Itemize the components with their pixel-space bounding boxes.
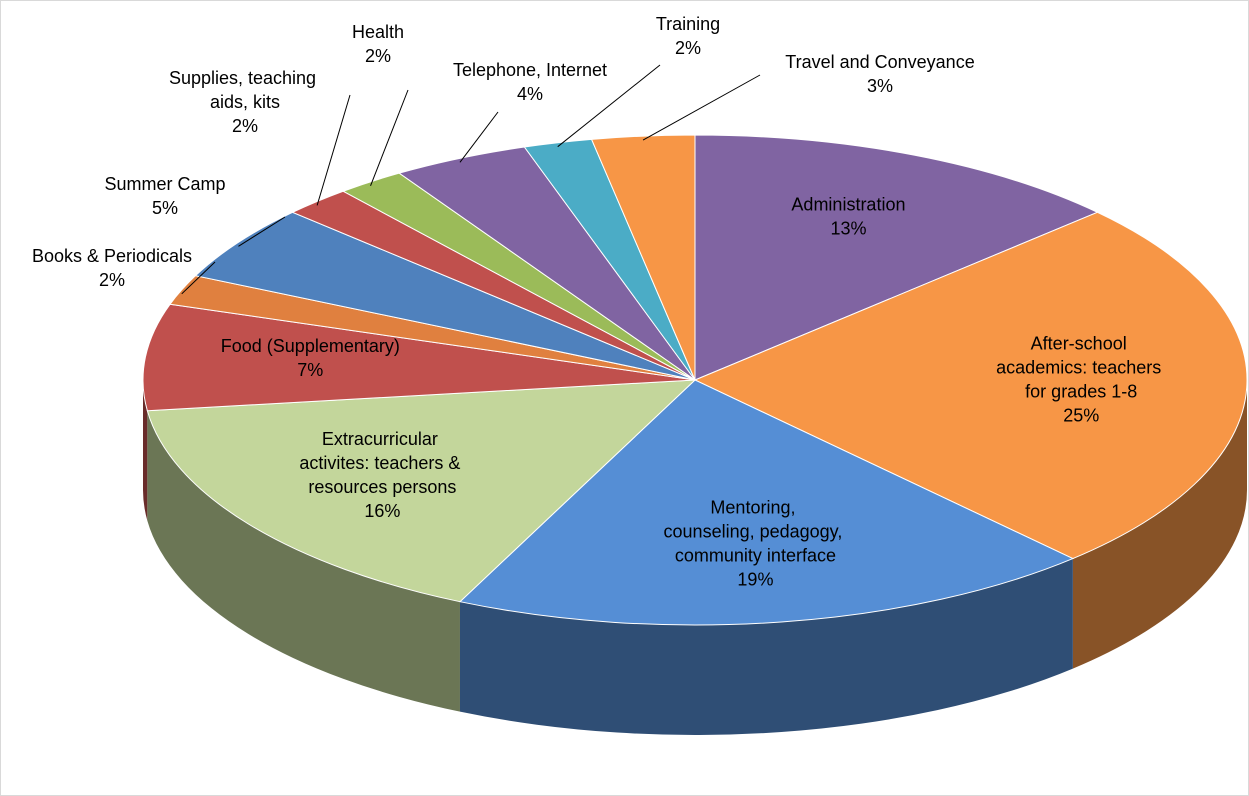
slice: [693, 211, 1248, 560]
slice: [458, 379, 1075, 626]
slice-label: Food (Supplementary): [221, 336, 400, 356]
leader-line: [181, 261, 216, 295]
label-line: Administration: [791, 195, 905, 215]
leader-line: [459, 111, 499, 163]
slice-label: Administration: [791, 195, 905, 215]
value-label: 16%: [364, 501, 400, 521]
label-line: resources persons: [308, 477, 456, 497]
label-line: Extracurricular: [322, 429, 443, 449]
label-line: for grades 1-8: [1025, 381, 1137, 401]
label-line: Travel and Conveyance: [785, 52, 974, 72]
value-label: 7%: [297, 360, 323, 380]
leader-line: [370, 89, 409, 186]
value-label: 4%: [517, 84, 543, 104]
slice-label: Training: [656, 14, 720, 34]
value-label: 2%: [99, 270, 125, 290]
label-line: activites: teachers &: [299, 453, 465, 473]
slice-label: Supplies, teaching aids, kits: [169, 68, 321, 112]
label-line: Supplies, teaching: [169, 68, 321, 88]
label-line: aids, kits: [210, 92, 280, 112]
slice-label: Telephone, Internet: [453, 60, 607, 80]
slice-label: Summer Camp: [104, 174, 225, 194]
value-label: 3%: [867, 76, 893, 96]
slice-side: [1072, 380, 1247, 669]
slice-label: Travel and Conveyance: [785, 52, 974, 72]
slice-label: Health: [352, 22, 404, 42]
slice-side: [143, 380, 148, 521]
label-line: Summer Camp: [104, 174, 225, 194]
slice-label: After-school academics: teachers for gra…: [996, 333, 1166, 401]
slice: [590, 134, 696, 381]
leader-line: [238, 216, 286, 247]
leader-line: [557, 64, 661, 148]
label-line: Training: [656, 14, 720, 34]
slice-label: Mentoring, counseling, pedagogy, communi…: [664, 497, 848, 565]
label-line: counseling, pedagogy,: [664, 521, 848, 541]
leader-line: [642, 74, 761, 141]
value-label: 25%: [1063, 405, 1099, 425]
slice-label: Books & Periodicals: [32, 246, 192, 266]
value-label: 5%: [152, 198, 178, 218]
slice: [694, 134, 1099, 381]
label-line: Health: [352, 22, 404, 42]
slice-side: [459, 558, 1073, 735]
value-label: 2%: [675, 38, 701, 58]
label-line: community interface: [675, 545, 836, 565]
value-label: 19%: [737, 569, 773, 589]
value-label: 2%: [365, 46, 391, 66]
slice: [146, 379, 697, 603]
label-line: Food (Supplementary): [221, 336, 400, 356]
slice-side: [147, 410, 460, 712]
leader-line: [316, 94, 351, 206]
slice: [142, 303, 696, 412]
value-label: 13%: [830, 219, 866, 239]
label-line: Books & Periodicals: [32, 246, 192, 266]
value-label: 2%: [232, 116, 258, 136]
label-line: academics: teachers: [996, 357, 1166, 377]
label-line: Mentoring,: [710, 497, 800, 517]
label-line: Telephone, Internet: [453, 60, 607, 80]
slice-label: Extracurricular activites: teachers & re…: [299, 429, 465, 497]
slice: [194, 211, 696, 381]
label-line: After-school: [1031, 333, 1132, 353]
